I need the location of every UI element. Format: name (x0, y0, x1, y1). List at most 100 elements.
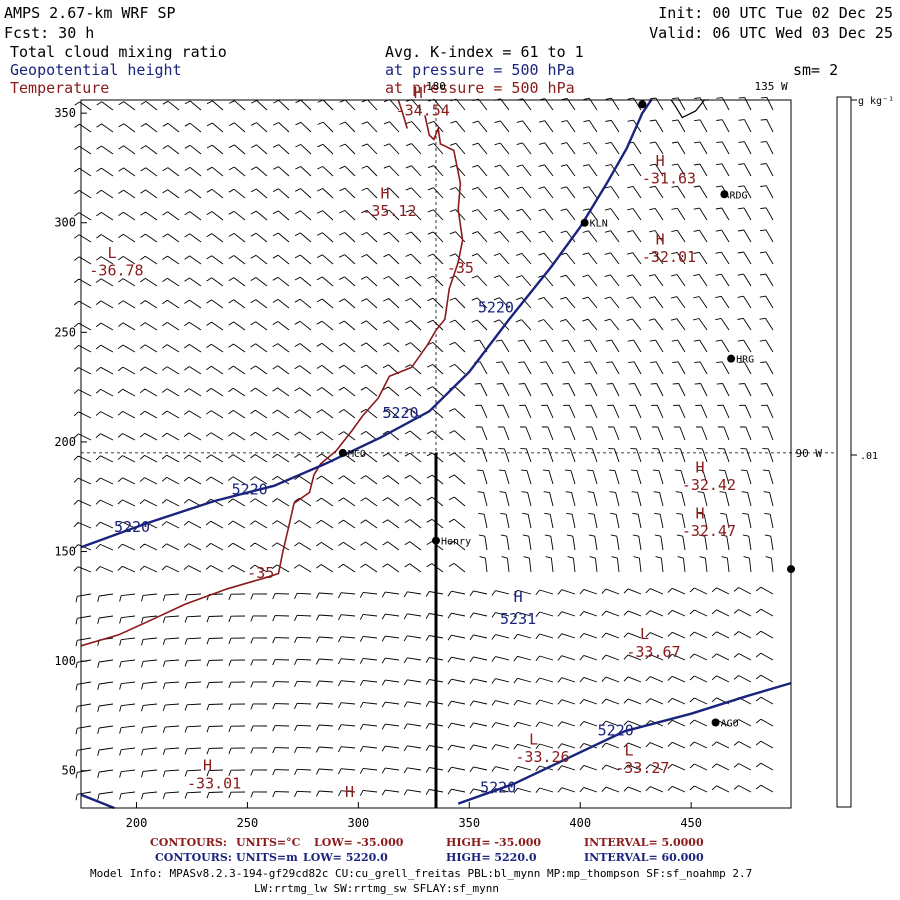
svg-text:INTERVAL= 5.0000: INTERVAL= 5.0000 (584, 836, 704, 849)
height-contours (80, 99, 792, 810)
field-param-height: at pressure = 500 hPa (385, 61, 575, 79)
y-tick-label: 250 (54, 325, 76, 339)
forecast-hour: Fcst: 30 h (4, 24, 94, 42)
height-contour-info: CONTOURS: UNITS=m LOW= 5220.0 HIGH= 5220… (155, 851, 704, 864)
svg-text:CONTOURS:: CONTOURS: (155, 851, 232, 864)
footer: CONTOURS: UNITS=°C LOW= -35.000 HIGH= -3… (90, 836, 752, 895)
y-tick-label: 150 (54, 545, 76, 559)
height-label: 5220 (382, 404, 418, 422)
height-label: 5231 (500, 610, 536, 628)
x-tick-label: 200 (126, 816, 148, 830)
temperature-label: L (625, 741, 634, 759)
meridian-label: 180 (426, 80, 446, 93)
station-label: Henry (441, 537, 471, 548)
station-marker (720, 190, 729, 199)
model-physics: LW:rrtmg_lw SW:rrtmg_sw SFLAY:sf_mynn (254, 882, 499, 895)
height-contour-5220-corner (80, 793, 115, 810)
temperature-label: -33.01 (187, 774, 241, 792)
x-tick-label: 400 (569, 816, 591, 830)
field-label-cloud: Total cloud mixing ratio (10, 43, 227, 61)
temperature-label: H (696, 459, 705, 477)
y-tick-label: 350 (54, 106, 76, 120)
temperature-contour-minus35 (80, 115, 464, 647)
temperature-label: H (696, 505, 705, 523)
valid-time: Valid: 06 UTC Wed 03 Dec 25 (649, 24, 893, 42)
station-marker (638, 100, 647, 109)
smoothing-label: sm= 2 (793, 61, 838, 79)
temperature-label: -33.67 (626, 643, 680, 661)
temperature-label: -34.54 (396, 101, 450, 119)
init-time: Init: 00 UTC Tue 02 Dec 25 (658, 4, 893, 22)
x-tick-label: 300 (348, 816, 370, 830)
station-label: RDG (729, 190, 747, 201)
field-param-temperature: at pressure = 500 hPa (385, 79, 575, 97)
temperature-label: H (203, 757, 212, 775)
station-label: MCO (348, 449, 366, 460)
temperature-label: -33.26 (515, 748, 569, 766)
y-tick-label: 200 (54, 435, 76, 449)
temperature-label: -32.47 (682, 522, 736, 540)
height-label: H (514, 588, 523, 606)
temperature-label: -33.27 (615, 759, 669, 777)
field-label-height: Geopotential height (10, 61, 182, 79)
y-tick-label: 100 (54, 654, 76, 668)
temperature-label: -32.42 (682, 476, 736, 494)
station-label: KLN (590, 219, 608, 230)
temperature-label: H (380, 185, 389, 203)
x-tick-label: 250 (237, 816, 259, 830)
temperature-label: -31.63 (642, 169, 696, 187)
station-label: AGO (721, 719, 739, 730)
colorbar-value: .01 (860, 451, 878, 462)
height-labels: 5220 5220 5220 5220 H 5231 5220 5220 (114, 299, 634, 797)
temperature-label: -35 (447, 259, 474, 277)
height-label: 5220 (478, 299, 514, 317)
header: AMPS 2.67-km WRF SP Fcst: 30 h Init: 00 … (4, 4, 893, 97)
height-label: 5220 (480, 779, 516, 797)
temperature-label: H (656, 152, 665, 170)
map-frame (80, 99, 792, 809)
meridian-label: 90 W (796, 447, 823, 460)
station-marker (580, 218, 589, 227)
svg-text:UNITS=°C: UNITS=°C (236, 836, 301, 849)
height-label: 5220 (114, 518, 150, 536)
temperature-label: -32.01 (642, 248, 696, 266)
y-tick-label: 50 (62, 764, 76, 778)
temperature-label: H (414, 84, 423, 102)
colorbar: g kg⁻¹ .01 (836, 96, 894, 808)
colorbar-units: g kg⁻¹ (858, 96, 894, 107)
temperature-label: -35.12 (362, 202, 416, 220)
stations: KLN RDG HRG MCO Henry AGO (338, 100, 795, 730)
svg-text:LOW= -35.000: LOW= -35.000 (314, 836, 404, 849)
temperature-labels: H-34.54H-35.12L-36.78 -35H-31.63H-32.01H-… (89, 84, 736, 801)
temperature-contour-fragment (397, 99, 408, 129)
temperature-label: -35 (247, 564, 274, 582)
x-tick-label: 350 (458, 816, 480, 830)
height-contour-5220-north (80, 99, 653, 549)
temperature-label: H (345, 783, 354, 801)
temperature-label: L (108, 244, 117, 262)
height-label: 5220 (232, 481, 268, 499)
svg-text:INTERVAL= 60.000: INTERVAL= 60.000 (584, 851, 704, 864)
station-marker (338, 448, 347, 457)
y-tick-label: 300 (54, 216, 76, 230)
temperature-label: L (529, 730, 538, 748)
wind-barb-field (73, 96, 774, 801)
wind-barbs (73, 96, 774, 801)
temperature-label: -36.78 (89, 261, 143, 279)
model-title: AMPS 2.67-km WRF SP (4, 4, 176, 22)
colorbar-box (836, 96, 852, 808)
temperature-contours (80, 99, 464, 647)
temperature-label: L (640, 625, 649, 643)
model-info: Model Info: MPASv8.2.3-194-gf29cd82c CU:… (90, 867, 752, 880)
meridian-label: 135 W (754, 80, 787, 93)
axes: 200 250 300 350 400 450 50 100 150 200 250 300 350 (54, 106, 702, 830)
temp-contour-info: CONTOURS: UNITS=°C LOW= -35.000 HIGH= -3… (150, 836, 704, 849)
field-param-cloud: Avg. K-index = 61 to 1 (385, 43, 584, 61)
meridian-labels: 180 135 W 90 W (426, 80, 822, 460)
field-label-temperature: Temperature (10, 79, 109, 97)
svg-text:UNITS=m: UNITS=m (236, 851, 298, 864)
temperature-label: H (656, 231, 665, 249)
